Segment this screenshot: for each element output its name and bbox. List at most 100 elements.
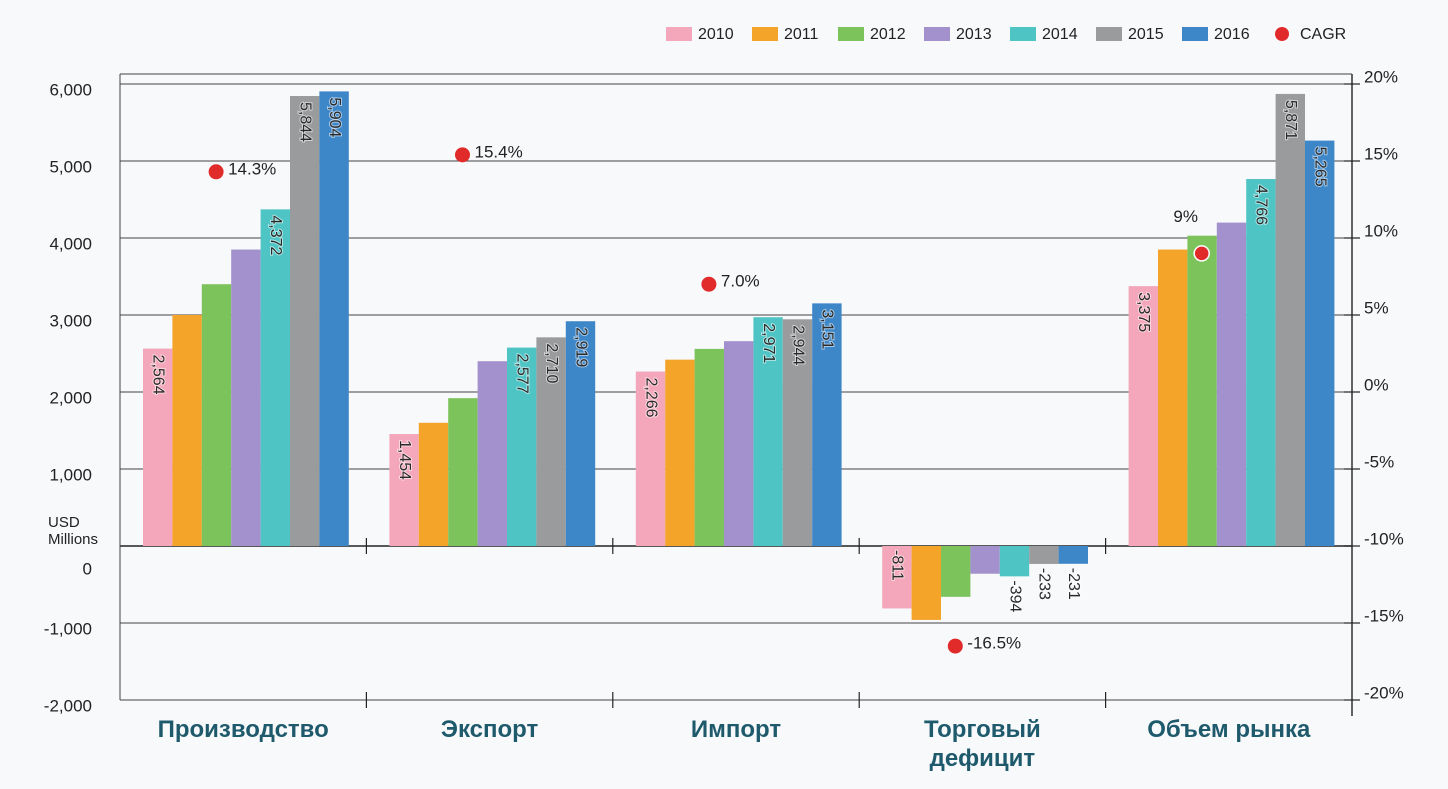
cagr-label: 14.3%: [228, 159, 276, 178]
bar: [260, 209, 290, 546]
bar: [665, 359, 695, 546]
legend-label: 2011: [784, 26, 819, 43]
y-tick-label: 4,000: [49, 234, 92, 253]
bar: [201, 284, 232, 546]
data-label: -231: [1065, 568, 1082, 600]
cagr-point: [1193, 245, 1210, 262]
legend-marker: [1275, 27, 1289, 41]
bar: [999, 546, 1030, 577]
y2-tick-label: 15%: [1364, 144, 1398, 163]
x-tick-label: Объем рынка: [1147, 716, 1311, 743]
y2-tick-label: -5%: [1364, 452, 1394, 471]
legend-marker: [838, 27, 864, 41]
y-tick-label: 6,000: [49, 80, 92, 99]
cagr-label: 9%: [1173, 207, 1198, 226]
cagr-point: [947, 638, 963, 654]
data-label: 5,265: [1311, 147, 1328, 187]
y-axis-label: USD Millions: [48, 514, 99, 549]
y2-tick-label: 0%: [1364, 375, 1389, 394]
bar: [753, 317, 783, 546]
legend-marker: [924, 27, 950, 41]
bar: [1246, 179, 1276, 546]
y-tick-label: 0: [83, 559, 92, 578]
cagr-point: [208, 164, 224, 180]
data-label: 2,971: [760, 323, 777, 363]
bar: [1216, 222, 1247, 546]
data-label: 2,564: [149, 355, 166, 395]
bar: [694, 348, 724, 546]
data-label: 2,919: [572, 327, 589, 367]
bar: [1029, 546, 1059, 564]
bar: [911, 546, 941, 620]
bar: [507, 347, 537, 546]
y-tick-label: 2,000: [49, 388, 92, 407]
bar: [536, 337, 566, 546]
bar: [565, 321, 596, 546]
data-label: 3,375: [1135, 292, 1152, 332]
bar: [477, 361, 507, 546]
bar: [389, 434, 419, 546]
data-label: -811: [889, 550, 906, 581]
y-tick-label: 3,000: [49, 311, 92, 330]
y2-tick-label: 5%: [1364, 298, 1389, 317]
legend-marker: [1096, 27, 1122, 41]
cagr-label: 7.0%: [721, 272, 760, 291]
bar: [1305, 140, 1335, 546]
data-label: 5,904: [326, 97, 343, 137]
bar: [172, 315, 202, 546]
bar: [1158, 249, 1188, 547]
bar: [231, 249, 261, 547]
bar: [1187, 235, 1217, 546]
y-tick-label: 5,000: [49, 157, 92, 176]
bar: [882, 546, 912, 609]
legend-label: 2013: [956, 26, 992, 43]
y2-tick-label: 10%: [1364, 221, 1398, 240]
bar: [635, 371, 666, 546]
data-label: 5,871: [1282, 100, 1299, 140]
bar: [812, 303, 842, 546]
data-label: 4,372: [267, 215, 284, 255]
legend-label: 2010: [698, 26, 734, 43]
x-tick-label: Экспорт: [440, 716, 539, 743]
data-label: 4,766: [1253, 185, 1270, 225]
bar: [970, 546, 1000, 574]
bar: [290, 96, 320, 547]
y2-tick-label: 20%: [1364, 67, 1398, 86]
bar: [418, 422, 449, 546]
cagr-label: -16.5%: [967, 634, 1021, 653]
cagr-point: [454, 147, 470, 163]
legend-label: 2015: [1128, 26, 1164, 43]
legend-marker: [752, 27, 778, 41]
bar: [941, 546, 971, 597]
legend-label: CAGR: [1300, 26, 1346, 43]
bar: [1275, 93, 1305, 547]
x-tick-label: Производство: [157, 716, 329, 743]
bar: [1058, 546, 1088, 564]
data-label: 3,151: [819, 309, 836, 349]
cagr-label: 15.4%: [474, 142, 522, 161]
x-tick-label: Импорт: [690, 716, 782, 743]
x-tick-label: Торговый дефицит: [923, 716, 1041, 772]
legend-marker: [1182, 27, 1208, 41]
bar: [319, 91, 349, 546]
data-label: 2,266: [642, 378, 659, 418]
bar: [782, 319, 813, 546]
bar: [1128, 286, 1158, 546]
data-label: 5,844: [296, 102, 313, 142]
bar: [724, 341, 754, 546]
y2-tick-label: -10%: [1364, 529, 1404, 548]
data-label: 2,710: [543, 343, 560, 383]
data-label: 1,454: [396, 440, 413, 480]
y2-tick-label: -20%: [1364, 683, 1404, 702]
legend-marker: [1010, 27, 1036, 41]
y-tick-label: -2,000: [44, 696, 92, 715]
legend-label: 2016: [1214, 26, 1250, 43]
y2-tick-label: -15%: [1364, 606, 1404, 625]
cagr-point: [701, 276, 717, 292]
data-label: 2,577: [513, 354, 530, 394]
data-label: -394: [1006, 580, 1023, 612]
y-tick-label: 1,000: [49, 465, 92, 484]
data-label: -233: [1036, 568, 1053, 600]
